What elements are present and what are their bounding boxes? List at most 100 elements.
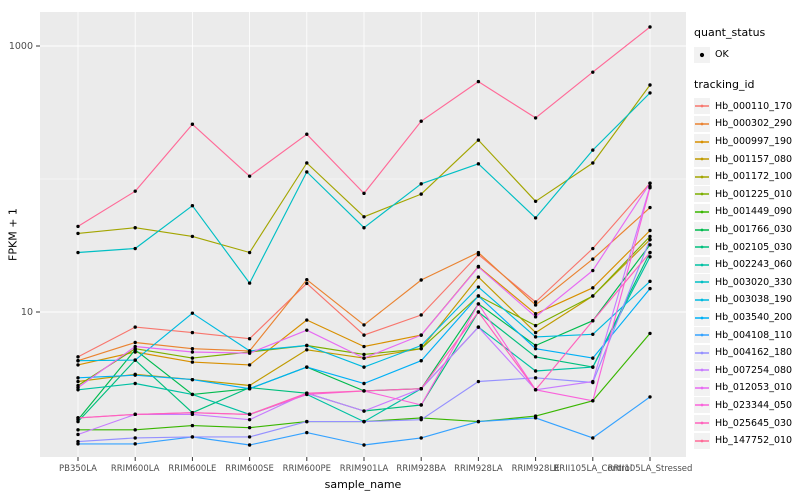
data-point xyxy=(362,419,366,424)
legend-label: Hb_001766_030 xyxy=(715,224,793,236)
x-tick-label: RRIM928BA xyxy=(396,464,446,474)
data-point xyxy=(247,281,252,285)
data-point xyxy=(533,388,538,392)
data-point xyxy=(190,356,195,360)
line-swatch-icon xyxy=(694,362,710,379)
data-point xyxy=(648,331,652,336)
data-point xyxy=(648,83,652,87)
data-point xyxy=(247,417,252,422)
data-point xyxy=(247,174,252,178)
data-point xyxy=(419,119,423,123)
data-point xyxy=(76,416,80,420)
line-swatch-icon xyxy=(694,239,710,256)
data-point xyxy=(305,348,309,352)
data-point xyxy=(190,203,195,208)
data-point xyxy=(190,360,195,364)
data-point xyxy=(476,379,481,384)
data-point xyxy=(476,302,481,306)
line-swatch-icon xyxy=(694,309,710,326)
data-point xyxy=(648,181,652,185)
legend-label: OK xyxy=(715,49,729,61)
data-point xyxy=(190,423,195,428)
data-point xyxy=(133,325,137,329)
legend-label: Hb_000302_290 xyxy=(715,118,793,130)
data-point xyxy=(648,205,652,210)
data-point xyxy=(76,355,80,359)
legend-item: Hb_012053_010 xyxy=(694,379,798,397)
data-point xyxy=(76,231,80,236)
legend-item-quant-status-ok: OK xyxy=(694,46,798,64)
data-point xyxy=(476,265,481,269)
data-point xyxy=(533,335,538,339)
data-point xyxy=(305,277,309,282)
data-point xyxy=(247,387,252,391)
data-point xyxy=(133,442,137,446)
data-point xyxy=(133,373,137,377)
data-point xyxy=(305,430,309,435)
data-point xyxy=(476,294,481,298)
data-point xyxy=(648,395,652,399)
data-point xyxy=(591,161,595,165)
data-point xyxy=(76,224,80,229)
data-point xyxy=(533,199,538,203)
legend-item: Hb_000302_290 xyxy=(694,115,798,133)
data-point xyxy=(362,356,366,360)
data-point xyxy=(76,376,80,380)
data-point xyxy=(362,226,366,230)
legend-item: Hb_002243_060 xyxy=(694,256,798,274)
data-point xyxy=(648,228,652,233)
data-point xyxy=(133,340,137,345)
data-point xyxy=(533,323,538,328)
data-point xyxy=(76,250,80,255)
data-point xyxy=(133,428,137,432)
legend-label: Hb_004162_180 xyxy=(715,347,793,359)
data-point xyxy=(648,237,652,242)
point-marker-icon xyxy=(694,46,710,63)
legend-item: Hb_147752_010 xyxy=(694,432,798,450)
data-point xyxy=(533,376,538,380)
data-point xyxy=(419,278,423,282)
data-point xyxy=(419,192,423,196)
data-point xyxy=(648,243,652,247)
line-swatch-icon xyxy=(694,203,710,220)
data-point xyxy=(591,70,595,74)
data-point xyxy=(648,186,652,190)
x-tick-label: PB350LA xyxy=(59,464,97,474)
legend-label: Hb_002105_030 xyxy=(715,241,793,253)
legend-label: Hb_025645_030 xyxy=(715,417,793,429)
data-point xyxy=(76,439,80,444)
data-point xyxy=(76,385,80,390)
legend-item: Hb_003020_330 xyxy=(694,274,798,292)
data-point xyxy=(591,257,595,261)
data-point xyxy=(362,389,366,393)
line-swatch-icon xyxy=(694,415,710,432)
line-swatch-icon xyxy=(694,98,710,115)
legend-item: Hb_001766_030 xyxy=(694,221,798,239)
data-point xyxy=(362,333,366,337)
legend-label: Hb_001449_090 xyxy=(715,206,793,218)
data-point xyxy=(190,350,195,354)
data-point xyxy=(133,436,137,440)
data-point xyxy=(533,346,538,351)
data-point xyxy=(591,268,595,273)
data-point xyxy=(533,116,538,120)
data-point xyxy=(190,392,195,397)
data-point xyxy=(476,138,481,142)
data-point xyxy=(419,346,423,351)
data-point xyxy=(533,343,538,348)
data-point xyxy=(591,356,595,360)
legend-item: Hb_000997_190 xyxy=(694,133,798,151)
y-tick-label: 10 xyxy=(21,307,33,318)
data-point xyxy=(362,215,366,219)
data-point xyxy=(533,369,538,373)
data-point xyxy=(591,286,595,290)
line-swatch-icon xyxy=(694,344,710,361)
data-point xyxy=(362,344,366,349)
x-tick-label: RRIM901LA xyxy=(340,464,389,474)
data-point xyxy=(305,391,309,395)
legend-label: Hb_023344_050 xyxy=(715,399,793,411)
x-tick-label: RRII105LA_Stressed xyxy=(608,464,693,474)
legend-label: Hb_000110_170 xyxy=(715,100,793,112)
data-point xyxy=(305,281,309,286)
